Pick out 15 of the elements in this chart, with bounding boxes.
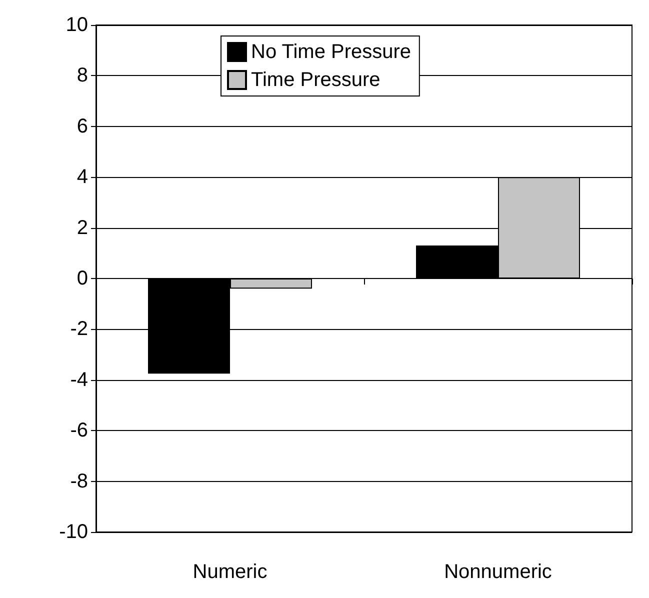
y-tick-label: -4 (70, 368, 88, 391)
y-tick-label: 6 (76, 115, 88, 138)
y-tick-label: -2 (70, 318, 88, 340)
legend-label: Time Pressure (251, 69, 380, 91)
x-tick-label: Numeric (192, 561, 268, 583)
y-tick-label: 0 (76, 268, 88, 290)
x-tick-label: Nonnumeric (444, 561, 552, 583)
y-tick-label: 4 (76, 166, 88, 188)
legend-label: No Time Pressure (251, 41, 412, 63)
y-tick-label: 2 (76, 216, 88, 239)
y-tick-label: -10 (59, 521, 88, 543)
y-tick-label: 8 (76, 64, 88, 87)
y-tick-label: -8 (70, 470, 88, 492)
y-tick-label: -6 (70, 420, 88, 442)
y-tick-label: 10 (66, 14, 88, 36)
